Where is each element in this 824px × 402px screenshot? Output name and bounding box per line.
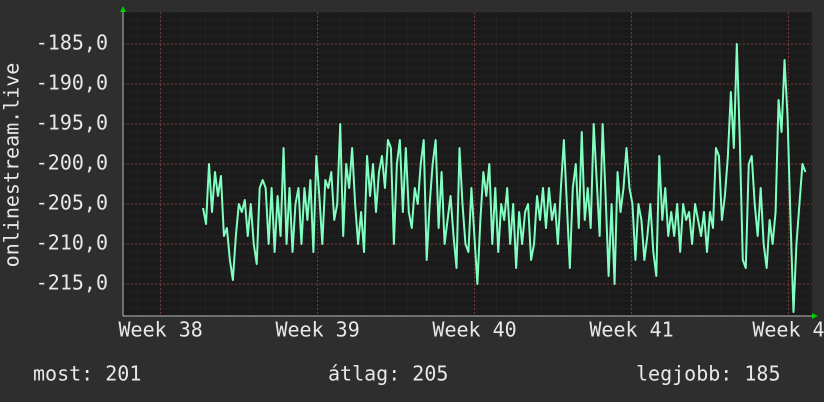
axis-arrow xyxy=(120,6,126,12)
y-tick-label: -210,0 xyxy=(36,231,108,255)
x-tick-label: Week 40 xyxy=(432,318,516,342)
grid xyxy=(123,12,812,316)
y-tick-label: -205,0 xyxy=(36,191,108,215)
y-tick-label: -190,0 xyxy=(36,71,108,95)
x-tick-label: Week 4 xyxy=(752,318,824,342)
y-tick-label: -195,0 xyxy=(36,111,108,135)
x-tick-label: Week 41 xyxy=(589,318,673,342)
x-tick-label: Week 38 xyxy=(119,318,203,342)
data-line xyxy=(202,43,807,313)
stat-current: most: 201 xyxy=(33,362,141,386)
x-tick-label: Week 39 xyxy=(275,318,359,342)
y-tick-label: -215,0 xyxy=(36,271,108,295)
plot xyxy=(202,43,807,313)
y-tick-label: -200,0 xyxy=(36,151,108,175)
y-tick-label: -185,0 xyxy=(36,31,108,55)
y-axis-label: onlinestream.live xyxy=(0,63,24,268)
stat-max: legjobb: 185 xyxy=(636,362,781,386)
minor-grid xyxy=(123,12,812,316)
axis-arrow xyxy=(812,313,818,319)
stat-average: átlag: 205 xyxy=(328,362,448,386)
